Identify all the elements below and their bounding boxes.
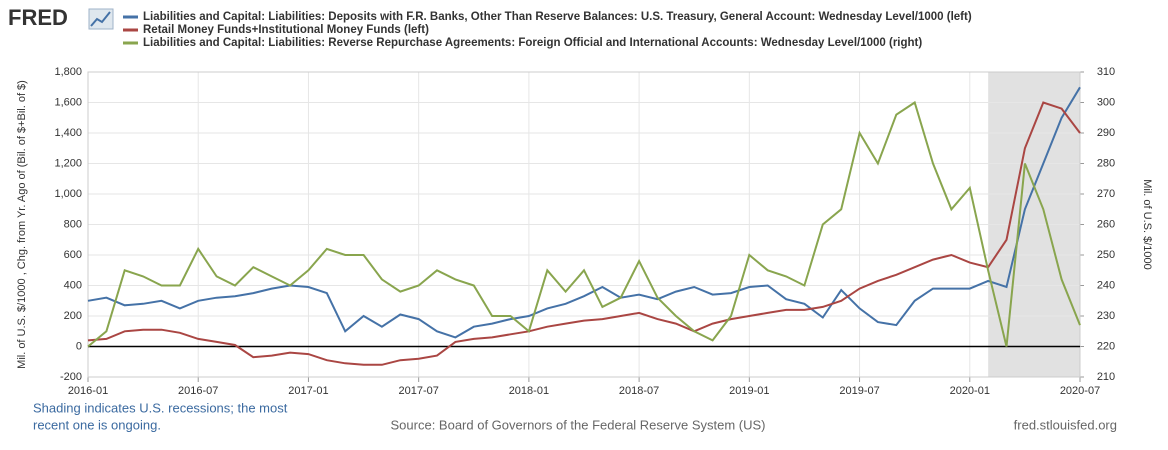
y-tick-label: 0 <box>76 340 82 352</box>
y2-tick-label: 230 <box>1097 310 1115 322</box>
y-tick-label: 800 <box>64 218 82 230</box>
legend-label: Retail Money Funds+Institutional Money F… <box>143 24 429 36</box>
plot-border <box>87 71 1081 378</box>
series-line <box>87 100 1081 348</box>
y2-tick-label: 310 <box>1097 66 1115 78</box>
series-line <box>87 101 1081 366</box>
y2-tick-label: 260 <box>1097 218 1115 230</box>
logo-line <box>90 11 111 27</box>
y2-tick-label: 240 <box>1097 279 1115 291</box>
x-tick-label: 2018-07 <box>619 385 659 397</box>
y-tick-label: 200 <box>64 310 82 322</box>
y-tick-label: 1,200 <box>54 157 82 169</box>
y2-tick-label: 210 <box>1097 371 1115 383</box>
legend-label: Liabilities and Capital: Liabilities: Re… <box>143 37 922 49</box>
logo: FRED <box>8 5 114 30</box>
x-tick-label: 2017-01 <box>288 385 328 397</box>
recession-note: recent one is ongoing. <box>33 417 161 432</box>
legend-label: Liabilities and Capital: Liabilities: De… <box>143 11 972 23</box>
x-tick-label: 2019-01 <box>729 385 769 397</box>
y2-axis-title: Mil. of U.S. $/1000 <box>1141 179 1153 270</box>
x-tick-label: 2016-01 <box>68 385 108 397</box>
y-tick-label: 1,800 <box>54 66 82 78</box>
y2-tick-label: 270 <box>1097 188 1115 200</box>
x-tick-label: 2019-07 <box>839 385 879 397</box>
y2-tick-label: 300 <box>1097 96 1115 108</box>
x-tick-label: 2017-07 <box>398 385 438 397</box>
y2-tick-label: 290 <box>1097 127 1115 139</box>
logo-text: FRED <box>8 5 68 30</box>
y-tick-label: 400 <box>64 279 82 291</box>
source: Source: Board of Governors of the Federa… <box>391 417 766 432</box>
y-axis-title: Mil. of U.S. $/1000 , Chg. from Yr. Ago … <box>16 80 28 369</box>
y2-tick-label: 220 <box>1097 340 1115 352</box>
x-tick-label: 2016-07 <box>178 385 218 397</box>
y-tick-label: 1,400 <box>54 127 82 139</box>
y2-tick-label: 280 <box>1097 157 1115 169</box>
x-tick-label: 2020-07 <box>1060 385 1100 397</box>
y2-tick-label: 250 <box>1097 249 1115 261</box>
y-tick-label: 600 <box>64 249 82 261</box>
y-tick-label: -200 <box>60 371 82 383</box>
x-tick-label: 2020-01 <box>950 385 990 397</box>
y-tick-label: 1,600 <box>54 96 82 108</box>
series-line <box>87 86 1081 339</box>
x-tick-label: 2018-01 <box>509 385 549 397</box>
logo-icon <box>88 8 114 30</box>
site: fred.stlouisfed.org <box>1014 417 1117 432</box>
y-tick-label: 1,000 <box>54 188 82 200</box>
recession-note: Shading indicates U.S. recessions; the m… <box>33 400 288 415</box>
